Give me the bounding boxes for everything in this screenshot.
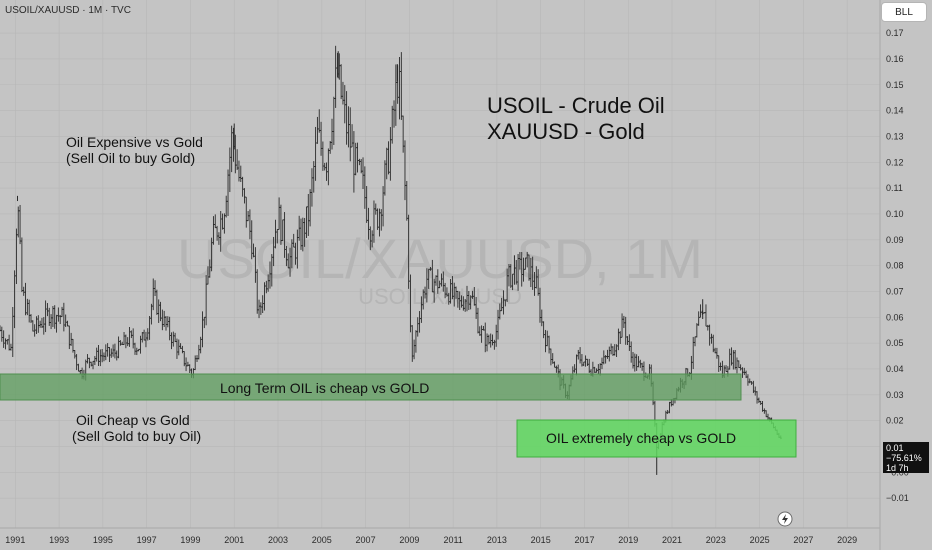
price-tick-label: 0.07	[886, 286, 904, 296]
extremely-cheap-zone	[516, 419, 797, 458]
annotation-cheap-line1: Oil Cheap vs Gold	[76, 412, 190, 428]
last-price-change: −75.61%	[886, 453, 922, 463]
time-tick-label: 2005	[312, 535, 332, 545]
price-tick-label: 0.10	[886, 209, 904, 219]
price-tick-label: 0.11	[886, 183, 903, 193]
replay-icon[interactable]	[777, 511, 793, 527]
time-tick-label: 1999	[180, 535, 200, 545]
price-tick-label: 0.16	[886, 54, 904, 64]
time-tick-label: 2029	[837, 535, 857, 545]
price-tick-label: −0.01	[886, 493, 909, 503]
time-tick-label: 1991	[5, 535, 25, 545]
time-tick-label: 1993	[49, 535, 69, 545]
annotation-long-term: Long Term OIL is cheap vs GOLD	[220, 380, 429, 396]
price-tick-label: 0.14	[886, 106, 904, 116]
price-tick-label: 0.17	[886, 28, 904, 38]
last-price-value: 0.01	[886, 443, 904, 453]
time-tick-label: 2027	[793, 535, 813, 545]
time-tick-label: 2025	[750, 535, 770, 545]
time-axis-labels: 1991 1993 1995 1997 1999 2001 2003 2005 2007 2009…	[5, 535, 857, 545]
time-tick-label: 2017	[574, 535, 594, 545]
last-price-tag: 0.01 −75.61% 1d 7h	[883, 442, 929, 473]
symbol-header: USOIL/XAUUSD · 1M · TVC	[5, 5, 131, 16]
price-tick-label: 0.08	[886, 261, 904, 271]
time-tick-label: 2001	[224, 535, 244, 545]
time-tick-label: 2021	[662, 535, 682, 545]
scale-button[interactable]: BLL	[881, 2, 927, 22]
long-term-cheap-zone	[0, 373, 742, 401]
time-tick-label: 2023	[706, 535, 726, 545]
annotation-cheap-line2: (Sell Gold to buy Oil)	[72, 428, 201, 444]
price-tick-label: 0.13	[886, 131, 904, 141]
annotation-expensive-line2: (Sell Oil to buy Gold)	[66, 150, 195, 166]
price-axis-labels: 0.17 0.16 0.15 0.14 0.13 0.12 0.11 0.10 0.09 0.08…	[886, 28, 909, 503]
price-tick-label: 0.06	[886, 312, 904, 322]
time-tick-label: 2013	[487, 535, 507, 545]
time-tick-label: 2015	[531, 535, 551, 545]
price-tick-label: 0.12	[886, 157, 904, 167]
watermark: USOIL/XAUUSD, 1M USOIL/XAUUSD	[177, 227, 703, 309]
price-tick-label: 0.09	[886, 235, 904, 245]
annotation-extreme: OIL extremely cheap vs GOLD	[546, 430, 736, 446]
watermark-main: USOIL/XAUUSD, 1M	[177, 227, 703, 290]
time-tick-label: 2009	[399, 535, 419, 545]
time-tick-label: 2003	[268, 535, 288, 545]
time-tick-label: 2011	[443, 535, 462, 545]
time-tick-label: 2019	[618, 535, 638, 545]
chart-subtitle: XAUUSD - Gold	[487, 119, 645, 144]
price-tick-label: 0.04	[886, 364, 904, 374]
annotation-cheap: Oil Cheap vs Gold (Sell Gold to buy Oil)	[72, 412, 201, 444]
watermark-sub: USOIL/XAUUSD	[358, 284, 522, 309]
price-tick-label: 0.05	[886, 338, 904, 348]
price-tick-label: 0.15	[886, 80, 904, 90]
time-tick-label: 1995	[93, 535, 113, 545]
annotation-expensive-line1: Oil Expensive vs Gold	[66, 134, 203, 150]
price-tick-label: 0.02	[886, 416, 904, 426]
price-tick-label: 0.03	[886, 390, 904, 400]
chart-title: USOIL - Crude Oil	[487, 93, 665, 118]
annotation-expensive: Oil Expensive vs Gold (Sell Oil to buy G…	[66, 134, 203, 166]
time-tick-label: 2007	[356, 535, 376, 545]
time-tick-label: 1997	[137, 535, 157, 545]
bar-countdown: 1d 7h	[886, 463, 909, 473]
